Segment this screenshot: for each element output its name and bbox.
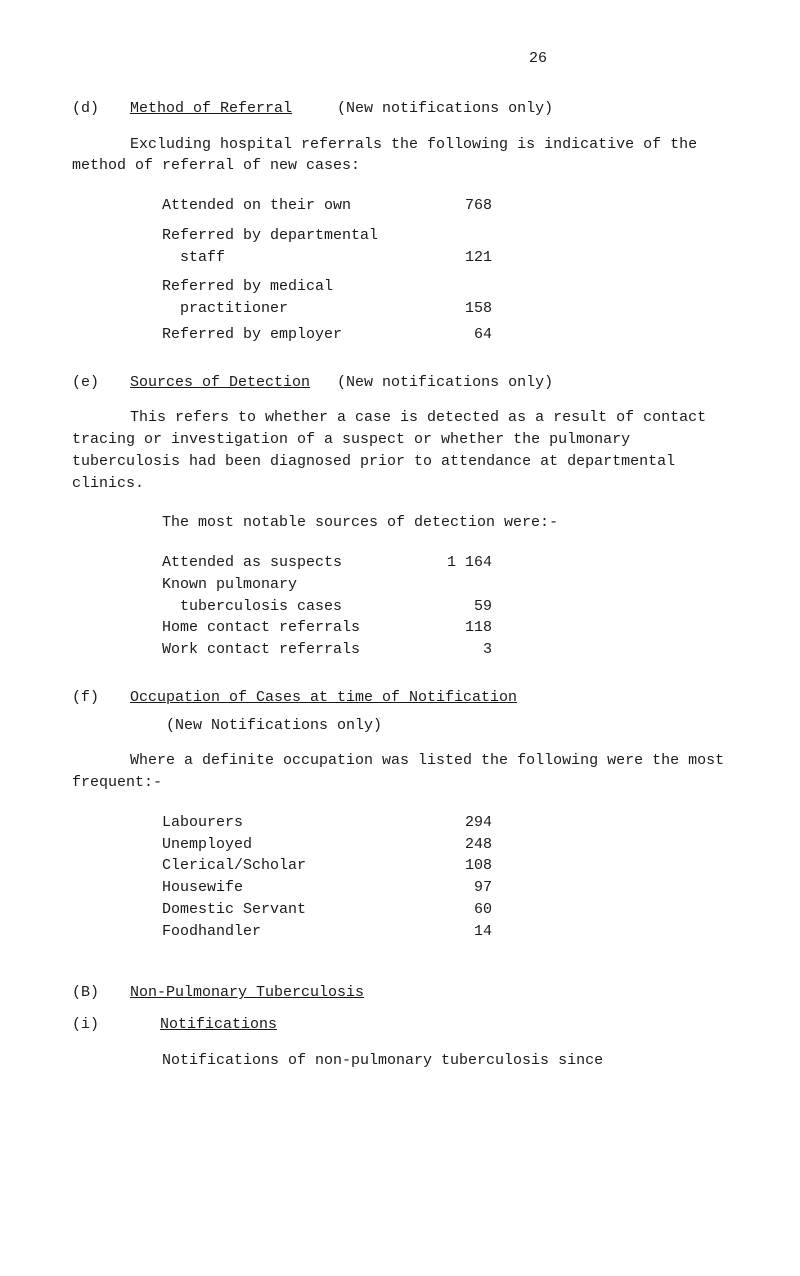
section-d-para: Excluding hospital referrals the followi… (72, 134, 744, 178)
page-number: 26 (332, 48, 744, 70)
section-e-heading: (e) Sources of Detection (New notificati… (72, 372, 744, 394)
data-row: Labourers 294 (72, 812, 744, 834)
data-value: 118 (412, 617, 492, 639)
data-value: 248 (412, 834, 492, 856)
section-idx: (f) (72, 687, 130, 709)
data-row: Referred by departmental (72, 225, 744, 247)
section-f-data: Labourers 294 Unemployed 248 Clerical/Sc… (72, 812, 744, 943)
data-row: Home contact referrals 118 (72, 617, 744, 639)
data-value: 768 (412, 195, 492, 217)
data-row: Referred by medical (72, 276, 744, 298)
data-row: Work contact referrals 3 (72, 639, 744, 661)
section-f-sub: (New Notifications only) (72, 715, 744, 737)
data-row: Known pulmonary (72, 574, 744, 596)
data-row: Referred by employer 64 (72, 324, 744, 346)
section-f-para: Where a definite occupation was listed t… (72, 750, 744, 794)
data-label: Labourers (72, 812, 412, 834)
section-idx: (i) (72, 1014, 130, 1036)
data-label: Housewife (72, 877, 412, 899)
section-idx: (B) (72, 982, 130, 1004)
data-value: 294 (412, 812, 492, 834)
data-value: 3 (412, 639, 492, 661)
data-label: Home contact referrals (72, 617, 412, 639)
section-heading-text: Non-Pulmonary Tuberculosis (130, 984, 364, 1001)
data-label: Clerical/Scholar (72, 855, 412, 877)
section-i-para: Notifications of non-pulmonary tuberculo… (72, 1050, 744, 1072)
data-label: Referred by medical (72, 276, 412, 298)
data-row: tuberculosis cases 59 (72, 596, 744, 618)
data-value: 14 (412, 921, 492, 943)
data-label: Known pulmonary (72, 574, 412, 596)
data-label: practitioner (72, 298, 412, 320)
data-value: 64 (412, 324, 492, 346)
data-row: Unemployed 248 (72, 834, 744, 856)
data-row: Foodhandler 14 (72, 921, 744, 943)
data-label: staff (72, 247, 412, 269)
data-row: Attended as suspects 1 164 (72, 552, 744, 574)
section-heading-text: Sources of Detection (130, 374, 310, 391)
section-e-data: Attended as suspects 1 164 Known pulmona… (72, 552, 744, 661)
section-e-subhead: The most notable sources of detection we… (72, 512, 744, 534)
data-value: 121 (412, 247, 492, 269)
section-heading-subnote: (New Notifications only) (166, 717, 382, 734)
data-value: 158 (412, 298, 492, 320)
data-label: tuberculosis cases (72, 596, 412, 618)
section-idx: (d) (72, 98, 130, 120)
data-row: staff 121 (72, 247, 744, 269)
data-value: 97 (412, 877, 492, 899)
section-d-heading: (d) Method of Referral (New notification… (72, 98, 744, 120)
data-label: Foodhandler (72, 921, 412, 943)
data-label: Attended on their own (72, 195, 412, 217)
data-row: practitioner 158 (72, 298, 744, 320)
data-label: Referred by departmental (72, 225, 412, 247)
section-f-heading: (f) Occupation of Cases at time of Notif… (72, 687, 744, 709)
data-row: Domestic Servant 60 (72, 899, 744, 921)
data-value: 1 164 (412, 552, 492, 574)
section-e-para: This refers to whether a case is detecte… (72, 407, 744, 494)
spacer (72, 715, 130, 737)
data-label: Domestic Servant (72, 899, 412, 921)
data-label: Unemployed (72, 834, 412, 856)
data-row: Attended on their own 768 (72, 195, 744, 217)
section-heading-note: (New notifications only) (337, 374, 553, 391)
data-value: 108 (412, 855, 492, 877)
section-heading-text: Occupation of Cases at time of Notificat… (130, 689, 517, 706)
section-d-data: Attended on their own 768 Referred by de… (72, 195, 744, 346)
section-idx: (e) (72, 372, 130, 394)
data-value: 59 (412, 596, 492, 618)
section-i-heading: (i) Notifications (72, 1014, 744, 1036)
data-label: Attended as suspects (72, 552, 412, 574)
section-heading-text: Notifications (160, 1016, 277, 1033)
data-row: Clerical/Scholar 108 (72, 855, 744, 877)
data-value: 60 (412, 899, 492, 921)
section-B-heading: (B) Non-Pulmonary Tuberculosis (72, 982, 744, 1004)
section-heading-text: Method of Referral (130, 100, 292, 117)
data-row: Housewife 97 (72, 877, 744, 899)
section-heading-note: (New notifications only) (337, 100, 553, 117)
data-label: Work contact referrals (72, 639, 412, 661)
data-label: Referred by employer (72, 324, 412, 346)
